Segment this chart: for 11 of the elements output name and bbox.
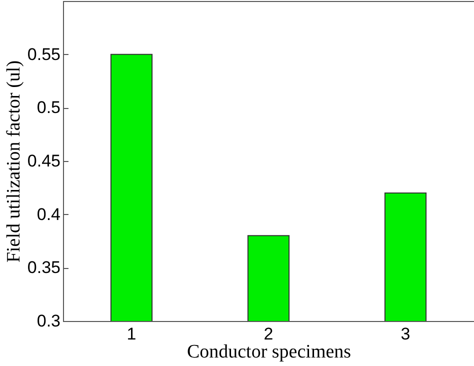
x-axis-title: Conductor specimens (186, 342, 352, 362)
y-tick-label: 0.45 (27, 152, 60, 170)
x-tick-label: 2 (264, 324, 274, 344)
y-axis-title: Field utilization factor (ul) (3, 60, 24, 263)
y-tick-label: 0.3 (36, 312, 60, 330)
y-tick-label: 0.55 (27, 44, 60, 64)
y-tick-label: 0.4 (36, 204, 60, 224)
x-tick-label: 3 (400, 324, 410, 344)
y-tick-label: 0.5 (36, 98, 60, 118)
y-tick-label: 0.35 (27, 258, 60, 278)
x-tick-label: 1 (126, 324, 136, 344)
